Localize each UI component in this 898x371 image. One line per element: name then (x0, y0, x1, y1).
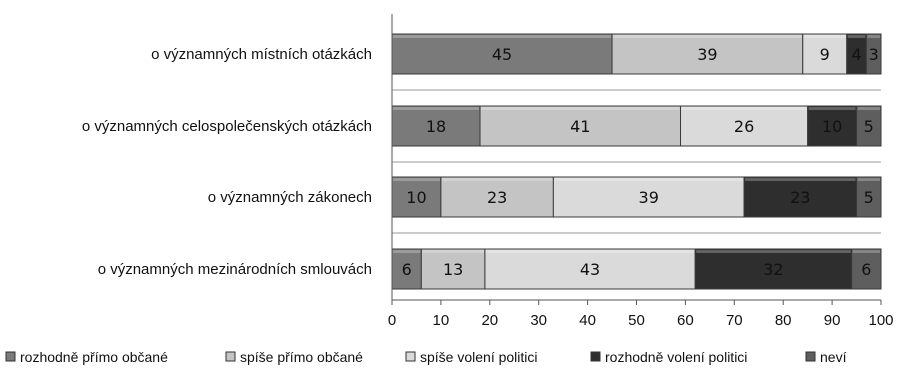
x-tick-label: 100 (868, 312, 893, 329)
legend-swatch (805, 351, 816, 362)
legend-label: rozhodně volení politici (605, 349, 747, 365)
data-label: 32 (763, 260, 783, 279)
data-label: 6 (861, 260, 871, 279)
bar-segment (552, 176, 745, 218)
bar-segment (391, 33, 613, 75)
bar-segment (802, 33, 848, 75)
data-label: 39 (639, 188, 659, 207)
bar-highlight (393, 250, 421, 253)
x-tick-label: 90 (824, 312, 841, 329)
x-tick-label: 80 (775, 312, 792, 329)
bar-highlight (857, 107, 880, 110)
bar-segment (694, 248, 853, 290)
data-label: 10 (822, 117, 842, 136)
legend-swatch (590, 351, 601, 362)
data-label: 43 (580, 260, 600, 279)
category-label: o významných celospolečenských otázkách (82, 118, 372, 135)
legend-label: spíše volení politici (420, 349, 538, 365)
category-label: o významných zákonech (208, 189, 372, 206)
data-label: 6 (402, 260, 412, 279)
category-labels: o významných místních otázkách o významný… (82, 46, 372, 278)
x-tick-label: 60 (677, 312, 694, 329)
bar-highlight (857, 178, 880, 181)
legend-label: rozhodně přímo občané (20, 349, 168, 365)
legend-label: neví (820, 349, 847, 365)
bar-highlight (681, 107, 807, 110)
legend-swatch (5, 351, 16, 362)
data-label: 10 (406, 188, 426, 207)
x-tick-label: 30 (530, 312, 547, 329)
x-tick-label: 0 (388, 312, 396, 329)
bar-segment (611, 33, 804, 75)
x-tick-label: 10 (433, 312, 450, 329)
data-label: 4 (851, 45, 861, 64)
bar-highlight (485, 250, 695, 253)
legend-swatch (405, 351, 416, 362)
bar-highlight (481, 107, 680, 110)
data-label: 13 (443, 260, 463, 279)
category-label: o významných místních otázkách (151, 46, 372, 63)
bar-highlight (696, 250, 851, 253)
data-label: 41 (570, 117, 590, 136)
bar-segment (856, 105, 882, 147)
x-tick-label: 40 (579, 312, 596, 329)
bar-highlight (613, 35, 802, 38)
bar-segment (440, 176, 554, 218)
bar-segment (856, 176, 882, 218)
bar-segment (807, 105, 858, 147)
bar-highlight (441, 178, 553, 181)
bar-highlight (852, 250, 880, 253)
x-tick-label: 50 (628, 312, 645, 329)
data-label: 39 (697, 45, 717, 64)
bar-highlight (808, 107, 856, 110)
bar-segment (865, 33, 882, 75)
bar-segment (479, 105, 682, 147)
bar-segment (391, 105, 481, 147)
data-label: 9 (820, 45, 830, 64)
bar-highlight (745, 178, 856, 181)
bar-highlight (422, 250, 484, 253)
bar-highlight (847, 35, 866, 38)
x-tick-label: 20 (481, 312, 498, 329)
legend-label: spíše přímo občané (240, 349, 363, 365)
bar-segment (680, 105, 809, 147)
bar-highlight (393, 178, 440, 181)
bars-layer: 45 39 9 4 3 18 41 26 10 5 10 23 39 23 5 6 13 43 32 6 (391, 33, 882, 290)
data-label: 26 (734, 117, 754, 136)
legend: rozhodně přímo občané spíše přímo občané s… (5, 349, 847, 365)
bar-highlight (554, 178, 744, 181)
data-label: 5 (864, 188, 874, 207)
bar-highlight (867, 35, 880, 38)
x-tick-label: 70 (726, 312, 743, 329)
data-label: 18 (426, 117, 446, 136)
bar-segment (851, 248, 882, 290)
bar-highlight (393, 107, 480, 110)
x-axis: 0 10 20 30 40 50 60 70 80 90 100 (388, 14, 894, 329)
data-label: 5 (864, 117, 874, 136)
data-label: 23 (487, 188, 507, 207)
data-label: 23 (790, 188, 810, 207)
category-label: o významných mezinárodních smlouvách (98, 261, 372, 278)
bar-highlight (393, 35, 612, 38)
data-label: 3 (869, 45, 879, 64)
bar-segment (420, 248, 486, 290)
bar-highlight (803, 35, 846, 38)
legend-swatch (225, 351, 236, 362)
bar-segment (484, 248, 696, 290)
data-label: 45 (492, 45, 512, 64)
